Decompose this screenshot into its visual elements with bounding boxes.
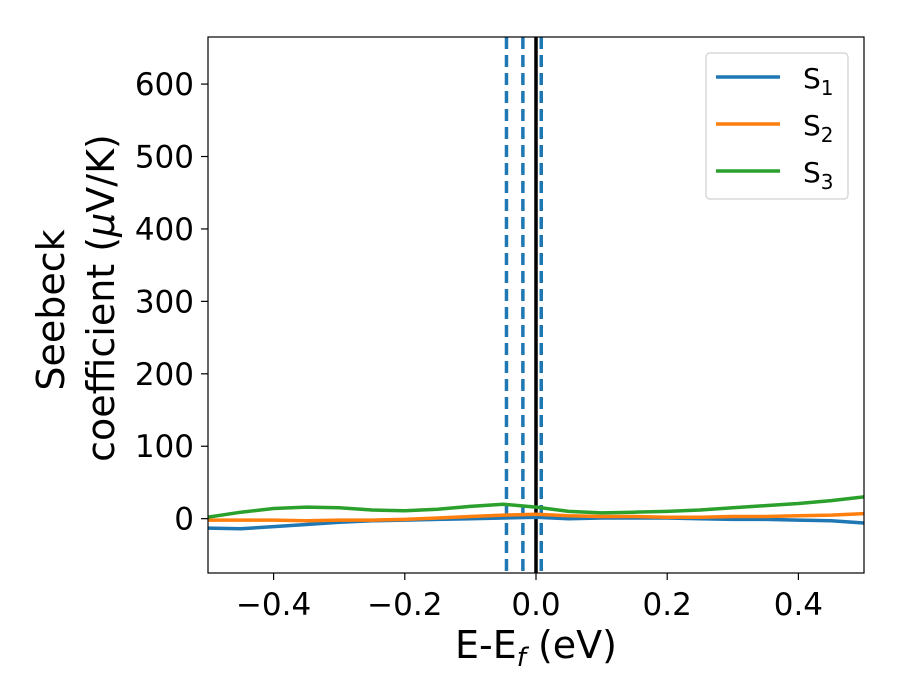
y-tick-label: 200 xyxy=(135,357,194,393)
legend-box xyxy=(705,52,849,200)
y-tick-label: 400 xyxy=(135,212,194,248)
series-line-s2 xyxy=(208,511,864,523)
y-tick-label: 500 xyxy=(135,140,194,176)
legend-label-s2: S2 xyxy=(803,109,834,147)
x-tick-label: 0.2 xyxy=(643,587,692,623)
y-axis-label-line2-end: V/K) xyxy=(79,134,123,213)
legend-label-s2-name: S xyxy=(803,109,821,142)
y-tick-label: 600 xyxy=(135,67,194,103)
legend-label-s3-name: S xyxy=(803,156,821,189)
y-axis-ticks: 0 100 200 300 400 500 600 xyxy=(135,67,208,538)
y-axis-label-mu: μ xyxy=(79,213,123,238)
legend-label-s3-sub: 3 xyxy=(821,170,834,194)
legend-label-s1-sub: 1 xyxy=(821,76,834,100)
y-axis-label-line2: coefficient (μV/K) xyxy=(79,134,123,462)
y-axis-label-line2-start: coefficient ( xyxy=(79,237,123,462)
x-axis-label-unit: (eV) xyxy=(526,623,617,667)
series-line-s1 xyxy=(208,515,864,531)
legend-label-s1-name: S xyxy=(803,62,821,95)
y-axis-label-line1: Seebeck xyxy=(29,229,73,390)
x-tick-label: −0.4 xyxy=(236,587,311,623)
legend: S1 S2 S3 xyxy=(705,52,849,200)
series-line-s3 xyxy=(208,495,864,519)
legend-label-s3: S3 xyxy=(803,156,834,194)
y-tick-label: 300 xyxy=(135,284,194,320)
x-tick-label: 0.4 xyxy=(774,587,823,623)
x-axis-ticks: −0.4 −0.2 0.0 0.2 0.4 xyxy=(236,573,823,623)
y-tick-label: 100 xyxy=(135,429,194,465)
x-axis-label: E-Ef (eV) xyxy=(455,623,617,673)
legend-label-s1: S1 xyxy=(803,62,834,100)
x-axis-label-main: E-E xyxy=(455,623,517,667)
x-tick-label: −0.2 xyxy=(367,587,442,623)
legend-label-s2-sub: 2 xyxy=(821,123,834,147)
vertical-reference-lines xyxy=(504,37,543,573)
x-tick-label: 0.0 xyxy=(511,587,560,623)
y-tick-label: 0 xyxy=(174,502,194,538)
series-lines xyxy=(208,495,864,531)
